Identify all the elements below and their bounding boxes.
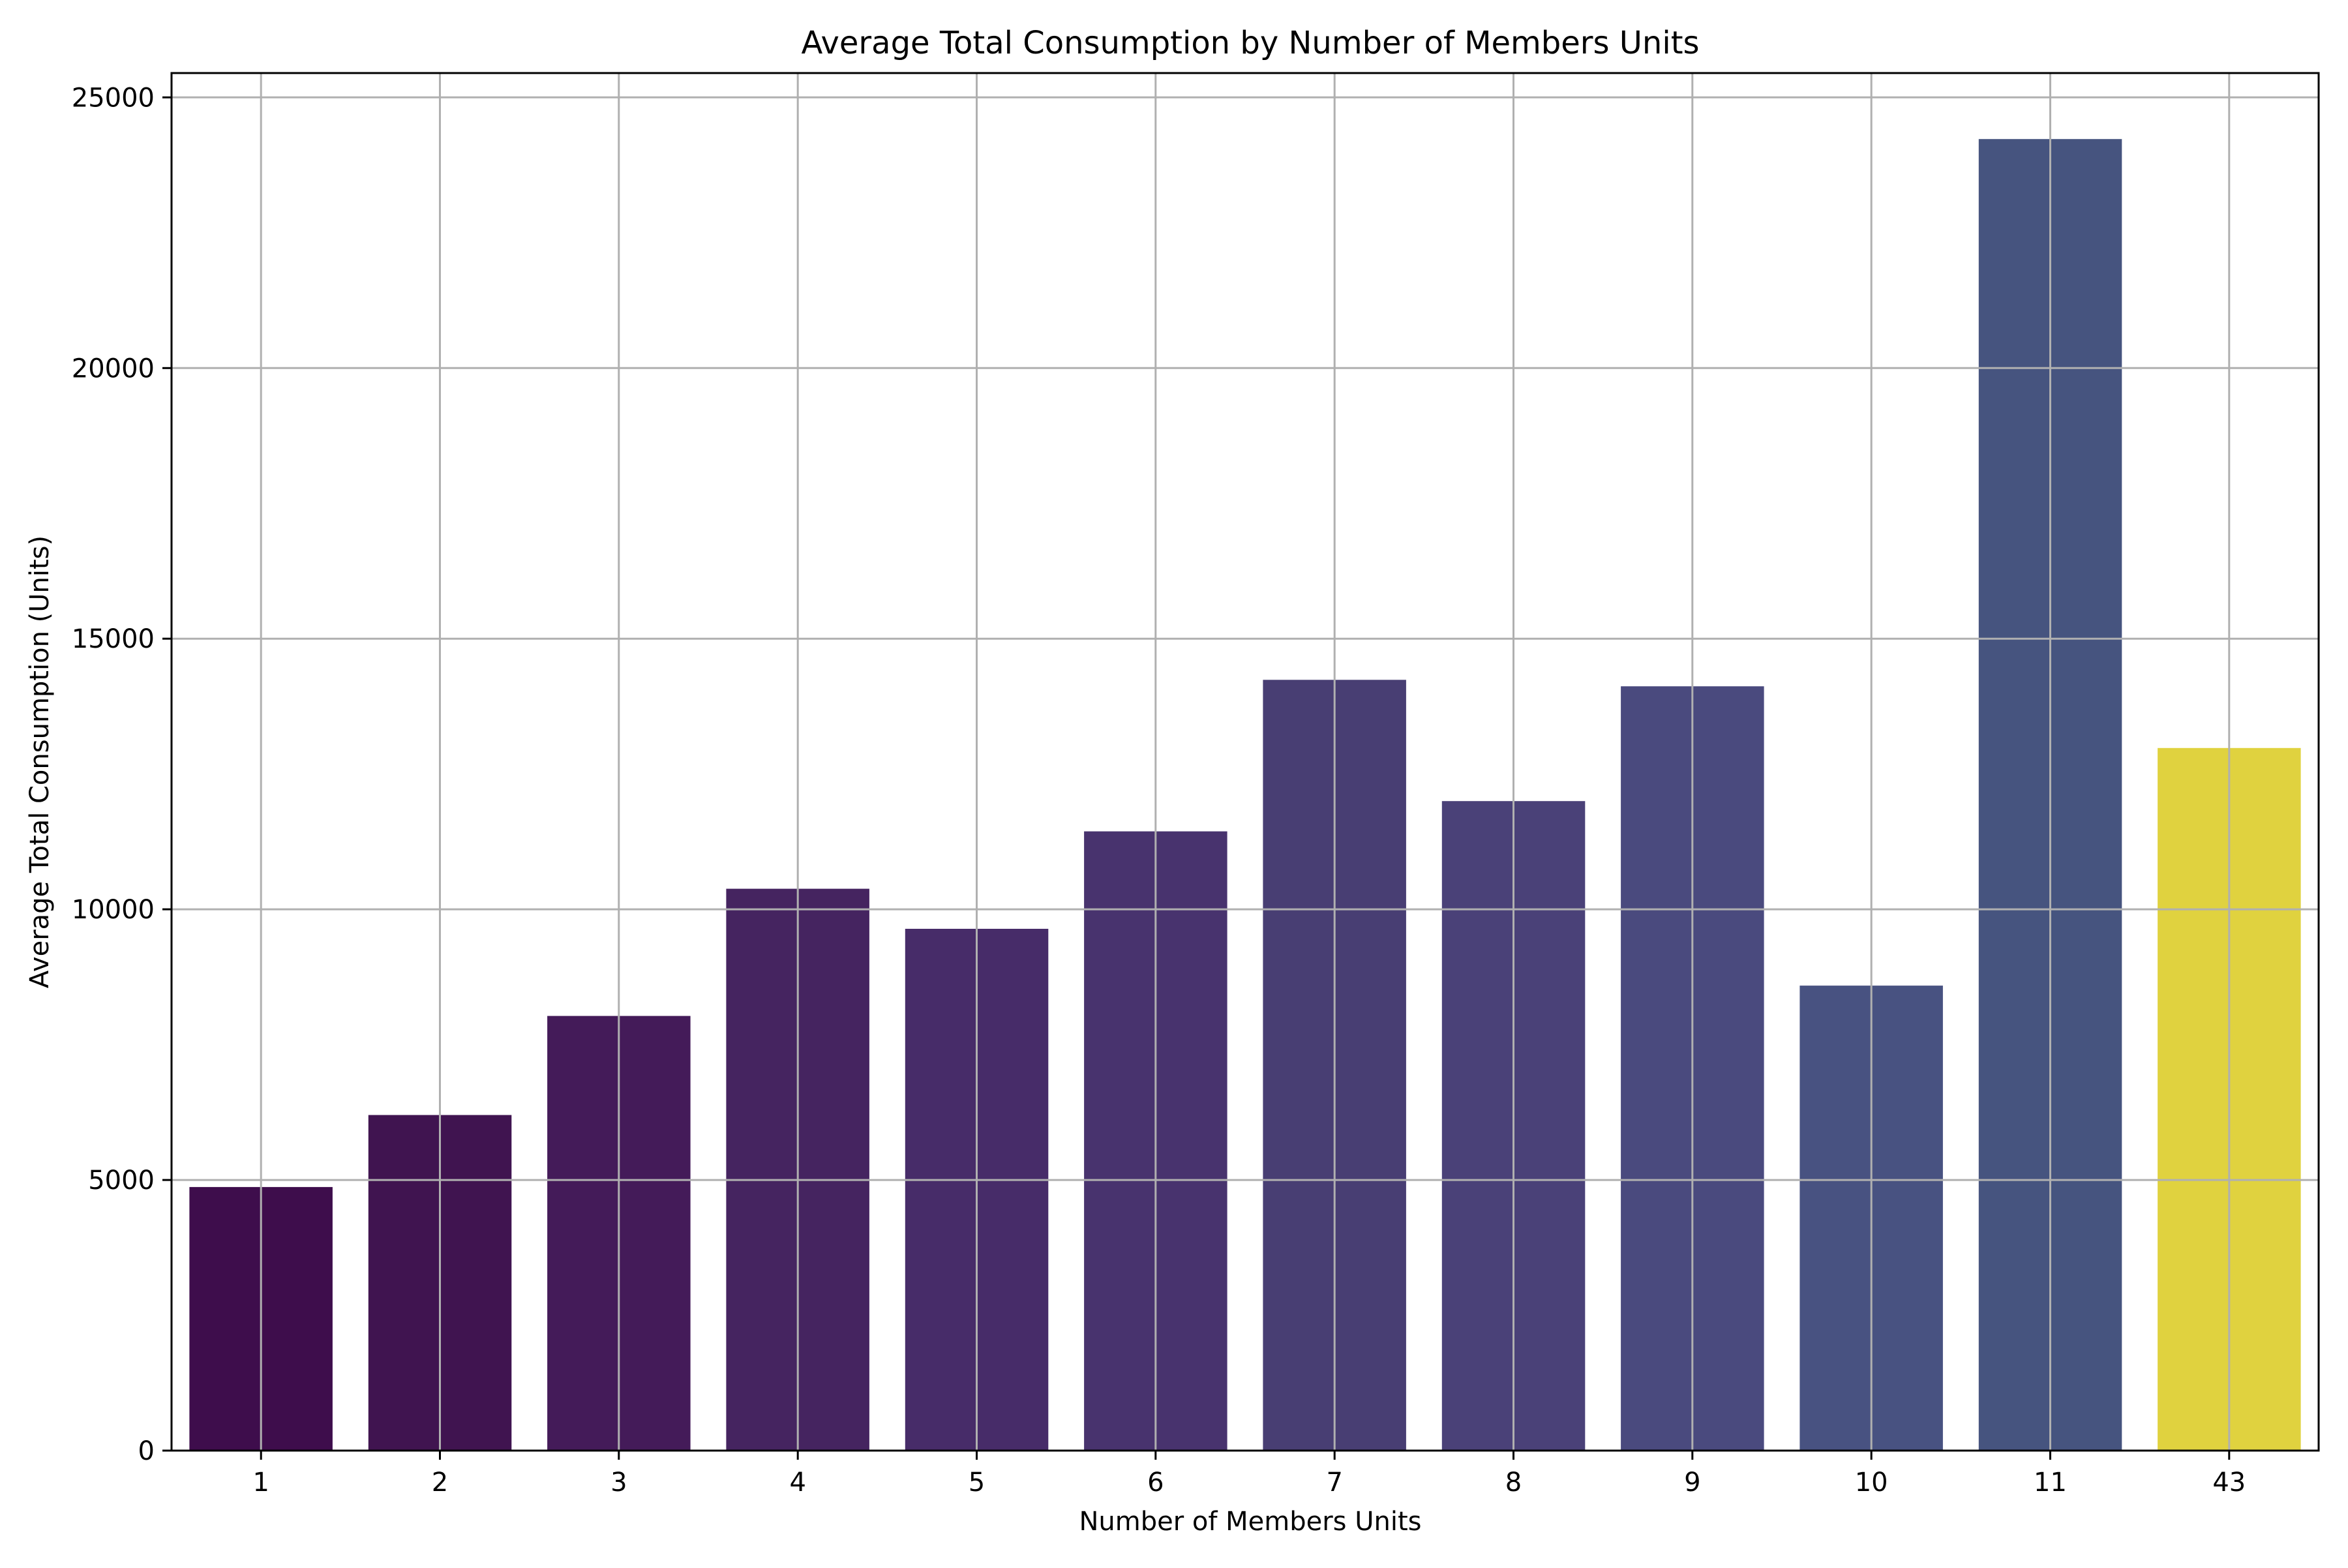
x-tick-label: 5 xyxy=(969,1468,985,1498)
x-tick-label: 1 xyxy=(252,1468,269,1498)
chart-title: Average Total Consumption by Number of M… xyxy=(801,25,1699,61)
y-tick-label: 5000 xyxy=(88,1166,155,1196)
x-tick-label: 2 xyxy=(432,1468,448,1498)
x-tick-label: 7 xyxy=(1326,1468,1342,1498)
x-tick-label: 6 xyxy=(1147,1468,1164,1498)
x-tick-label: 11 xyxy=(2034,1468,2067,1498)
x-axis-label: Number of Members Units xyxy=(1079,1507,1421,1537)
x-tick-label: 3 xyxy=(610,1468,627,1498)
x-tick-label: 9 xyxy=(1684,1468,1700,1498)
y-tick-label: 15000 xyxy=(72,624,155,654)
x-tick-label: 4 xyxy=(789,1468,805,1498)
y-tick-label: 0 xyxy=(138,1436,155,1466)
y-tick-label: 25000 xyxy=(72,83,155,113)
axes: 0 5000 10000 15000 20000 25000 1 2 3 4 5 6 7 8 9 10 11 43 xyxy=(72,72,2320,1498)
x-tick-label: 43 xyxy=(2212,1468,2246,1498)
y-tick-label: 10000 xyxy=(72,895,155,925)
x-tick-label: 10 xyxy=(1855,1468,1888,1498)
plot-frame xyxy=(170,72,2320,1452)
x-tick-label: 8 xyxy=(1505,1468,1522,1498)
y-axis-label: Average Total Consumption (Units) xyxy=(25,535,55,988)
y-tick-label: 20000 xyxy=(72,354,155,384)
